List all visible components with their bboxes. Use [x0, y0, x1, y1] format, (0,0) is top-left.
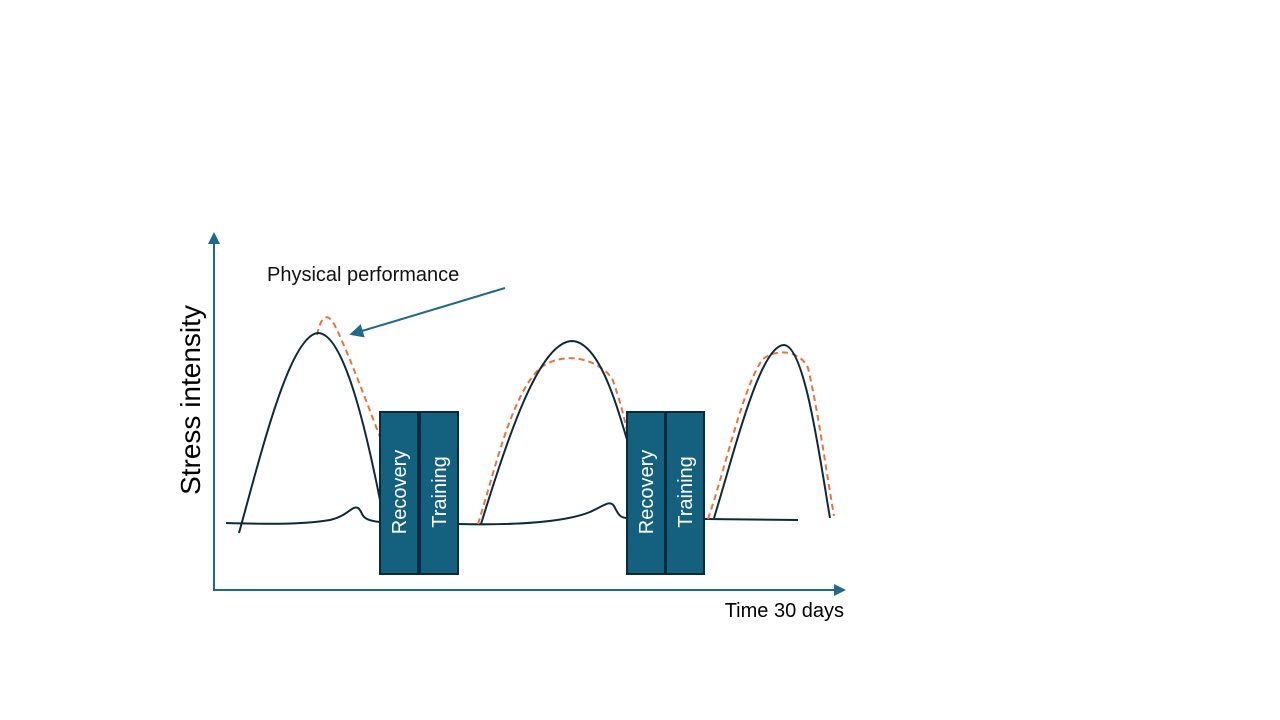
training-label-2: Training — [675, 456, 697, 528]
annotation-arrow — [349, 287, 506, 338]
training-label-1: Training — [429, 456, 451, 528]
recovery-label-1: Recovery — [389, 450, 411, 534]
phase-block-group-2: Recovery Training — [626, 411, 705, 575]
phase-block-group-1: Recovery Training — [379, 411, 459, 575]
training-block-1 — [419, 411, 459, 575]
baseline-segment-3 — [704, 518, 799, 521]
stress-curve-2 — [480, 339, 629, 525]
y-axis-label: Stress intensity — [175, 305, 206, 495]
recovery-block-1 — [379, 411, 419, 575]
performance-curve-1 — [316, 316, 381, 438]
x-axis-label: Time 30 days — [725, 600, 844, 622]
baseline-segment-2 — [457, 502, 628, 526]
performance-curve-3 — [707, 351, 835, 520]
performance-curve-2 — [477, 357, 629, 525]
training-block-2 — [665, 411, 705, 575]
annotation-label: Physical performance — [267, 264, 459, 286]
baseline-segment-1 — [225, 506, 381, 525]
stress-curve-1 — [238, 331, 381, 534]
stress-curve-3 — [713, 343, 831, 519]
recovery-label-2: Recovery — [636, 450, 658, 534]
